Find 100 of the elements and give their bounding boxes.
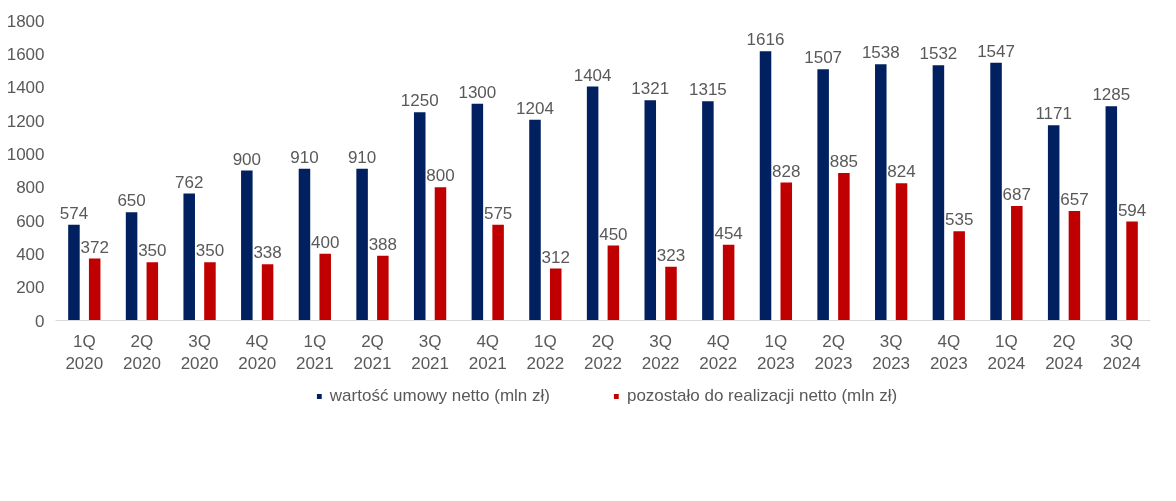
bar [702,101,714,321]
data-label: 1315 [688,80,727,100]
data-label: 800 [426,166,455,186]
bar [68,224,80,321]
data-label: 687 [1002,185,1031,204]
data-label: 372 [80,237,109,257]
data-label: 1321 [631,79,670,99]
bar [722,244,735,321]
y-tick-label: 400 [16,244,45,264]
bar [492,224,504,321]
data-label: 650 [117,191,146,211]
x-tick-label: 1Q 2022 [526,331,565,374]
bar [298,168,311,321]
x-tick-label: 4Q 2022 [699,331,738,374]
bar [88,258,101,321]
data-label: 312 [541,247,570,267]
y-tick-label: 0 [35,311,45,331]
data-label: 1250 [400,91,439,111]
x-tick-label: 3Q 2020 [180,331,219,374]
data-label: 1547 [977,41,1015,61]
bar [932,65,945,321]
data-label: 1532 [919,44,958,64]
x-tick-label: 1Q 2020 [65,331,104,374]
data-label: 824 [887,162,916,182]
x-tick-label: 3Q 2021 [411,331,450,374]
y-tick-label: 1400 [6,78,45,98]
bar [319,253,331,321]
x-tick-label: 4Q 2020 [238,331,277,374]
bar [549,268,562,321]
x-tick-label: 4Q 2021 [468,331,507,374]
x-tick-label: 2Q 2022 [584,331,622,374]
bar [356,168,368,321]
bar [990,62,1002,321]
data-label: 762 [175,172,204,192]
data-label: 1616 [746,30,785,50]
data-label: 450 [599,224,628,244]
data-label: 594 [1117,200,1147,220]
y-tick-label: 1600 [6,44,45,64]
bar [1047,125,1060,321]
bar [471,103,484,321]
bar [1068,211,1081,321]
data-label: 1507 [804,48,843,68]
bar [204,262,216,321]
x-tick-label: 2Q 2021 [353,331,392,374]
x-tick-label: 1Q 2023 [756,331,795,374]
y-tick-label: 1200 [6,111,45,131]
data-label: 1171 [1035,104,1072,124]
data-label: 1300 [458,82,497,102]
data-label: 1204 [516,98,554,118]
bar [146,262,159,321]
data-label: 350 [138,241,167,261]
legend-label: pozostało do realizacji netto (mln zł) [626,386,898,406]
bar [125,212,138,321]
data-label: 910 [347,147,377,167]
data-label: 400 [311,232,340,252]
y-tick-label: 200 [16,278,45,298]
y-tick-label: 800 [16,178,45,198]
x-tick-label: 1Q 2021 [295,331,334,374]
bar [1011,206,1023,321]
bar [586,86,599,321]
data-label: 1404 [573,65,612,85]
data-label: 454 [714,223,743,243]
bar [529,119,541,321]
bar [1126,221,1138,321]
bar [953,231,965,321]
x-tick-label: 1Q 2024 [987,331,1026,374]
data-label: 388 [368,234,398,254]
data-label: 900 [232,149,262,169]
bar [644,100,657,321]
bar [875,64,887,321]
bar [434,187,447,321]
data-label: 1285 [1092,85,1131,105]
y-tick-label: 1000 [6,144,45,164]
bar [183,193,195,321]
bar [241,170,253,321]
bar [838,173,850,321]
data-label: 350 [195,241,225,261]
bar [1105,106,1118,321]
bar [780,182,793,321]
bar [817,69,829,321]
data-label: 535 [944,210,974,230]
y-tick-label: 600 [16,211,45,231]
data-label: 828 [772,161,801,181]
data-label: 885 [829,152,859,171]
bar [607,245,620,321]
x-tick-label: 3Q 2022 [641,331,680,374]
x-tick-label: 3Q 2024 [1102,331,1141,374]
x-tick-label: 2Q 2024 [1045,331,1083,374]
data-label: 910 [290,147,319,167]
data-label: 338 [253,243,282,263]
x-tick-label: 2Q 2020 [123,331,161,374]
bar [377,255,389,321]
y-tick-label: 1800 [6,11,45,31]
x-tick-label: 3Q 2023 [872,331,911,374]
data-label: 657 [1060,190,1089,209]
legend-label: wartość umowy netto (mln zł) [329,386,550,406]
bar [261,264,274,321]
data-label: 574 [59,203,89,223]
data-label: 575 [483,203,513,223]
data-label: 323 [656,245,686,265]
